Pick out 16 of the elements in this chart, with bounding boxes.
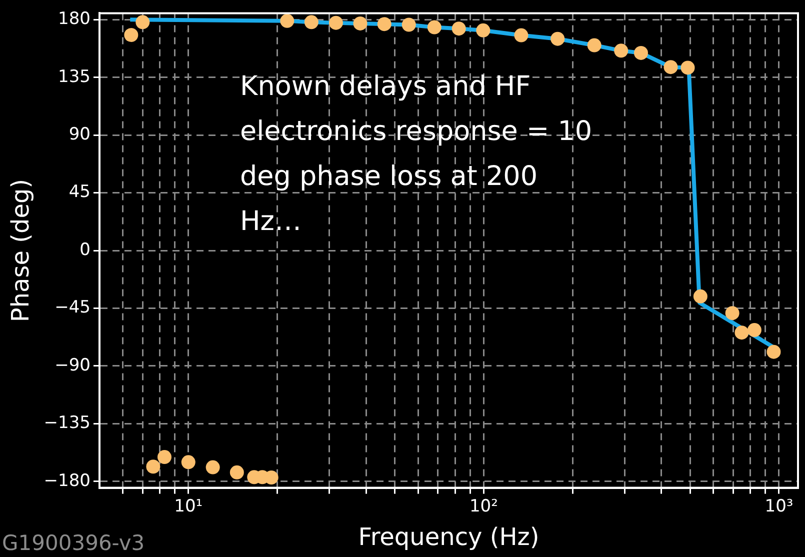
y-tick-label: −180 xyxy=(44,470,90,491)
text: G1900396-v3 xyxy=(2,530,145,555)
x-axis-title: Frequency (Hz) xyxy=(358,522,540,551)
y-tick-label: 0 xyxy=(80,240,90,260)
x-tick-label: 10² xyxy=(469,496,498,516)
y-axis-title: Phase (deg) xyxy=(6,178,35,322)
x-tick-label: 10³ xyxy=(764,496,794,516)
y-tick-label: −135 xyxy=(44,413,90,434)
y-tick-label: 45 xyxy=(68,182,90,202)
x-tick-label: 10¹ xyxy=(174,496,203,516)
y-tick-label: 90 xyxy=(68,124,90,144)
y-tick-label: −90 xyxy=(54,355,90,376)
y-tick-label: 180 xyxy=(58,9,90,30)
annotation: Known delays and HF electronics response = 10 deg phase loss at 200 Hz… xyxy=(240,71,592,238)
y-tick-label: −45 xyxy=(54,298,90,318)
y-tick-label: 135 xyxy=(58,66,90,87)
